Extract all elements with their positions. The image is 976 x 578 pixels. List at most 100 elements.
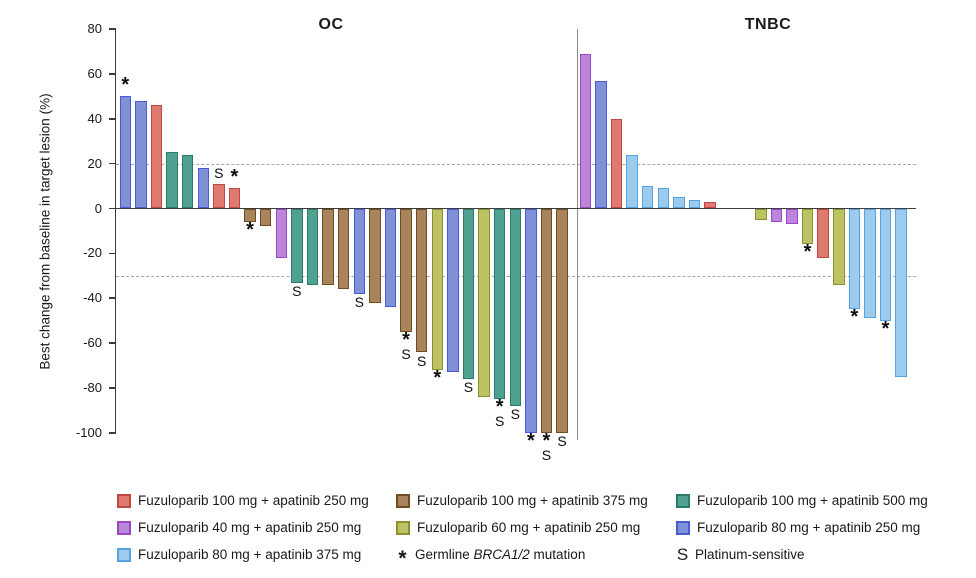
bar [119,96,131,209]
bar [817,208,829,258]
bar [525,208,537,433]
platinum-sensitive-mark: S [416,352,427,369]
tick-label: 40 [87,110,102,126]
legend-item: * Germline BRCA1/2 mutation [396,541,676,570]
tick-label: 0 [94,200,102,216]
tick-mark [108,73,116,75]
brca-mutation-mark: * [542,429,551,452]
s-symbol: S [676,544,689,564]
bar [626,154,638,209]
bar [493,208,506,400]
bar [770,208,783,222]
bar [509,208,521,406]
bar [213,183,225,209]
brca-mutation-mark: * [402,328,410,351]
brca-mutation-mark: * [121,74,130,97]
legend-label: Fuzuloparib 100 mg + apatinib 250 mg [138,493,369,508]
legend-item: Fuzuloparib 80 mg + apatinib 250 mg [676,514,956,541]
brca-mutation-mark: * [803,241,812,264]
bar [657,188,669,209]
tick-mark [108,252,116,255]
brca-mutation-mark: * [526,429,535,452]
bar [259,208,272,227]
brca-mutation-mark: * [881,317,890,340]
zero-baseline [116,207,916,210]
chart-title-tnbc: TNBC [744,16,792,33]
bar [384,208,397,308]
legend-swatch-olive [396,520,410,535]
bar [197,168,209,209]
brca-mutation-mark: * [495,396,504,419]
tick-label: 80 [87,21,102,37]
bar [447,208,459,373]
brca-mutation-mark: * [246,218,254,241]
bar [556,208,568,433]
platinum-sensitive-mark: S [494,413,505,430]
legend-swatch-orchid [117,520,131,535]
bar [540,208,553,433]
tick-label: -80 [83,380,102,396]
tick-mark [108,297,116,299]
legend-swatch-red [117,493,131,508]
tick-mark [108,342,116,344]
platinum-sensitive-mark: S [214,164,224,181]
bar [322,208,334,285]
legend-item: S Platinum-sensitive [676,541,956,568]
brca-mutation-mark: * [433,366,442,389]
bar [135,100,147,209]
tick-mark [108,28,116,30]
bar [306,208,319,285]
legend-label: Fuzuloparib 80 mg + apatinib 250 mg [697,520,921,535]
tick-label: -40 [83,290,102,306]
bar [275,208,287,258]
legend-swatch-teal [676,493,690,508]
platinum-sensitive-mark: S [510,406,520,423]
legend-label: Platinum-sensitive [695,547,805,562]
tick-label: -20 [83,245,102,261]
legend-label: Fuzuloparib 100 mg + apatinib 500 mg [697,493,928,508]
bar [848,208,861,310]
legend-swatch-slate_blue [676,520,690,535]
bar [879,208,892,321]
platinum-sensitive-mark: S [401,345,411,362]
tick-mark [108,432,116,434]
legend-item: Fuzuloparib 100 mg + apatinib 375 mg [396,487,676,514]
legend-label: Germline BRCA1/2 mutation [415,547,586,562]
y-axis-label: Best change from baseline in target lesi… [37,93,53,370]
reference-line-plus20 [116,163,916,165]
bar [369,208,381,303]
tick-label: -60 [83,335,102,351]
bar [895,208,907,377]
legend-swatch-brown [396,493,410,508]
bar [755,208,767,220]
bar [400,208,412,332]
bar [150,105,163,209]
bar [181,154,194,209]
brca-mutation-mark: * [850,306,859,329]
legend-label: Fuzuloparib 40 mg + apatinib 250 mg [138,520,362,535]
tick-mark [108,207,116,210]
asterisk-symbol: * [398,546,407,570]
bar [228,188,241,209]
platinum-sensitive-mark: S [557,433,567,450]
legend-item: Fuzuloparib 60 mg + apatinib 250 mg [396,514,676,541]
bar [610,118,623,209]
legend: Fuzuloparib 100 mg + apatinib 250 mg Fuzu… [117,487,956,570]
bar [166,152,178,209]
legend-label: Fuzuloparib 100 mg + apatinib 375 mg [417,493,648,508]
bar [579,53,591,209]
tick-label: 20 [87,155,102,171]
bar [415,208,428,353]
bar [478,208,490,397]
group-separator [576,29,578,440]
bar [864,208,876,319]
y-axis [114,29,117,433]
platinum-sensitive-mark: S [463,379,474,396]
legend-swatch-light_blue [117,547,131,562]
tick-mark [108,118,116,120]
legend-item: Fuzuloparib 100 mg + apatinib 500 mg [676,487,956,514]
legend-item: Fuzuloparib 80 mg + apatinib 375 mg [117,541,396,568]
chart-title-oc: OC [318,16,344,33]
platinum-sensitive-mark: S [292,283,302,300]
